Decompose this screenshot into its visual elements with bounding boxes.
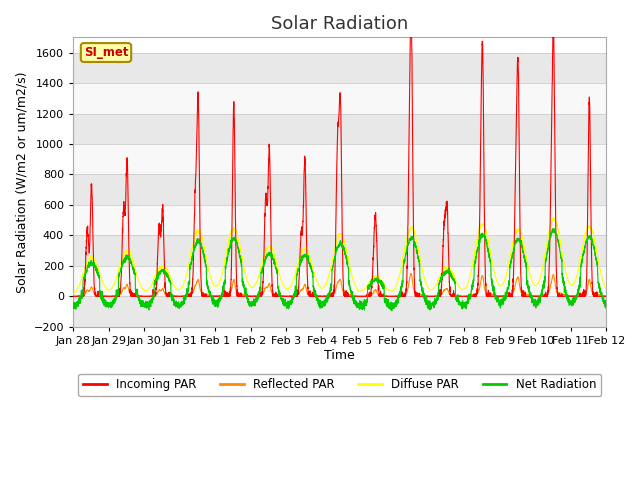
Bar [73, 144, 606, 174]
X-axis label: Time: Time [324, 348, 355, 361]
Bar [73, 296, 606, 327]
Legend: Incoming PAR, Reflected PAR, Diffuse PAR, Net Radiation: Incoming PAR, Reflected PAR, Diffuse PAR… [78, 374, 601, 396]
Text: SI_met: SI_met [84, 46, 128, 59]
Bar [73, 113, 606, 144]
Bar [73, 235, 606, 266]
Title: Solar Radiation: Solar Radiation [271, 15, 408, 33]
Bar [73, 174, 606, 205]
Y-axis label: Solar Radiation (W/m2 or um/m2/s): Solar Radiation (W/m2 or um/m2/s) [15, 72, 28, 293]
Bar [73, 53, 606, 83]
Bar [73, 205, 606, 235]
Bar [73, 266, 606, 296]
Bar [73, 83, 606, 113]
